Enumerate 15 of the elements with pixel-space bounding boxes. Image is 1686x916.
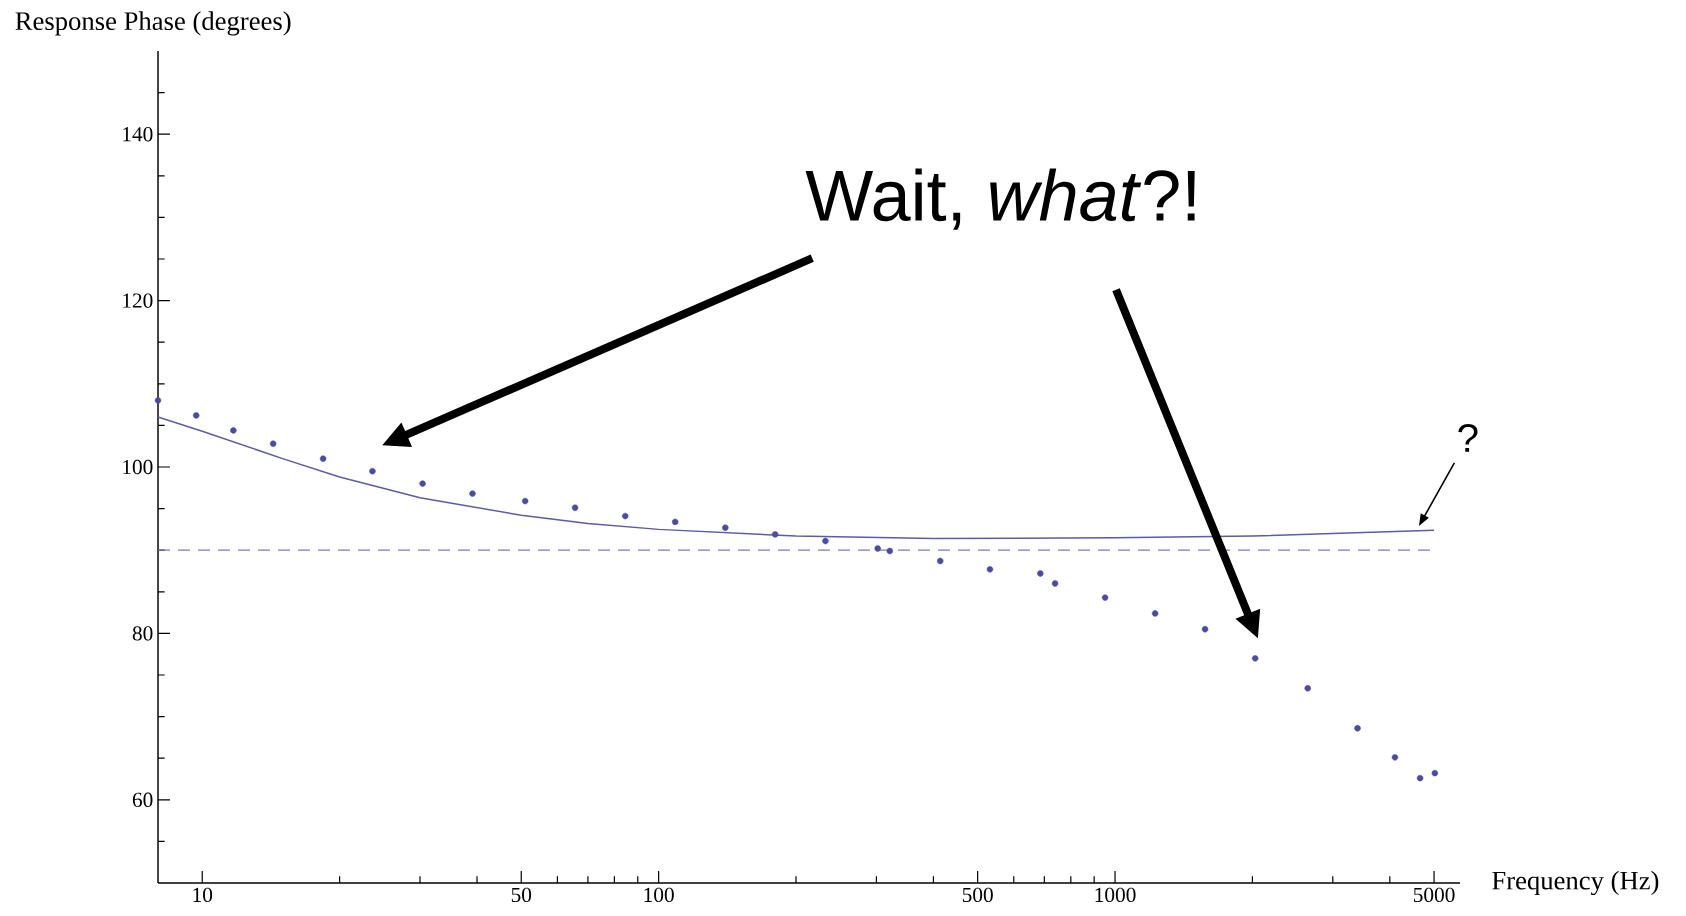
y-tick-label: 60	[132, 792, 153, 807]
x-tick-label: 5000	[1413, 887, 1455, 903]
y-tick-label: 80	[132, 626, 153, 641]
x-tick-label: 1000	[1095, 887, 1136, 903]
y-tick-label: 120	[123, 293, 153, 308]
annotation: Wait, what?!	[805, 168, 1195, 230]
annotation: ?	[1458, 423, 1478, 452]
y-tick-label: 140	[123, 127, 153, 142]
x-tick-label: 100	[644, 887, 674, 903]
x-tick-label: 50	[511, 887, 532, 903]
y-tick-label: 100	[123, 459, 153, 475]
x-axis-title: Frequency (Hz)	[1492, 870, 1659, 896]
x-tick-label: 10	[193, 887, 213, 903]
x-tick-label: 500	[962, 887, 993, 903]
y-axis-title: Response Phase (degrees)	[15, 11, 291, 36]
